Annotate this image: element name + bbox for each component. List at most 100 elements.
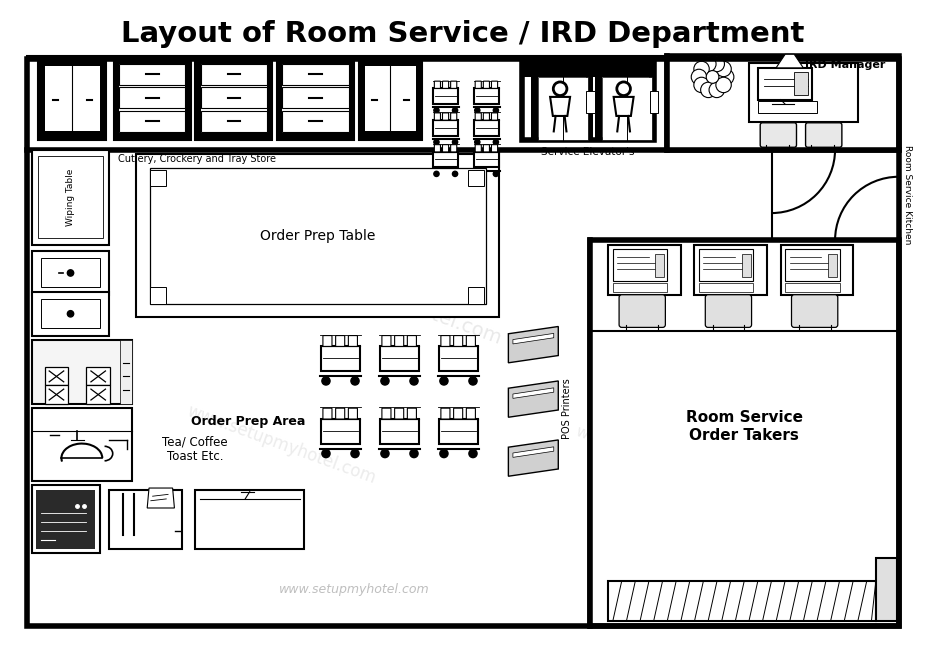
Bar	[195, 490, 304, 549]
Bar	[594, 72, 602, 140]
Polygon shape	[508, 326, 558, 363]
Bar	[468, 170, 484, 186]
Text: POS Printers: POS Printers	[562, 378, 572, 439]
Bar	[358, 59, 365, 140]
Circle shape	[453, 108, 457, 113]
FancyBboxPatch shape	[492, 145, 497, 152]
Text: www.setupmyhotel.com: www.setupmyhotel.com	[277, 250, 504, 348]
Bar	[267, 59, 272, 140]
Bar	[433, 88, 458, 104]
Bar	[31, 340, 131, 404]
Bar	[749, 63, 857, 122]
Polygon shape	[513, 334, 554, 344]
Circle shape	[475, 108, 480, 113]
Circle shape	[410, 377, 418, 385]
FancyBboxPatch shape	[323, 408, 332, 419]
Bar	[38, 59, 44, 140]
FancyBboxPatch shape	[619, 295, 666, 327]
Bar	[277, 59, 282, 140]
Bar	[28, 59, 898, 626]
Bar	[86, 368, 110, 385]
Circle shape	[494, 108, 498, 113]
Bar	[86, 385, 110, 404]
Circle shape	[434, 171, 439, 176]
FancyBboxPatch shape	[394, 408, 404, 419]
Polygon shape	[776, 54, 804, 68]
Text: Order Prep Area: Order Prep Area	[191, 415, 306, 428]
Circle shape	[694, 77, 709, 93]
Circle shape	[719, 69, 734, 85]
Bar	[195, 59, 272, 64]
FancyBboxPatch shape	[492, 113, 497, 120]
Bar	[613, 249, 667, 281]
Bar	[742, 254, 751, 277]
Circle shape	[322, 377, 330, 385]
Bar	[699, 249, 754, 281]
Circle shape	[494, 171, 498, 176]
FancyBboxPatch shape	[348, 408, 357, 419]
Bar	[31, 150, 109, 245]
Polygon shape	[508, 381, 558, 417]
Bar	[150, 170, 167, 186]
Text: Order Prep Table: Order Prep Table	[260, 229, 375, 243]
Bar	[114, 59, 191, 64]
Text: www.setupmyhotel.com: www.setupmyhotel.com	[279, 583, 430, 596]
Text: Layout of Room Service / IRD Department: Layout of Room Service / IRD Department	[121, 20, 805, 48]
FancyBboxPatch shape	[407, 336, 417, 347]
Bar	[694, 245, 767, 295]
Circle shape	[701, 82, 716, 97]
FancyBboxPatch shape	[492, 81, 497, 88]
Bar	[656, 254, 665, 277]
Circle shape	[440, 377, 448, 385]
Bar	[608, 245, 681, 295]
Bar	[321, 419, 360, 443]
Bar	[349, 59, 354, 140]
Circle shape	[709, 82, 724, 97]
Bar	[38, 156, 103, 238]
Bar	[277, 59, 354, 64]
FancyBboxPatch shape	[483, 81, 490, 88]
Bar	[201, 88, 267, 108]
FancyBboxPatch shape	[792, 295, 838, 327]
Bar	[195, 133, 272, 140]
Text: Cutlery, Crockery and Tray Store: Cutlery, Crockery and Tray Store	[119, 154, 276, 164]
FancyBboxPatch shape	[451, 145, 457, 152]
Bar	[195, 59, 272, 140]
FancyBboxPatch shape	[454, 408, 463, 419]
FancyBboxPatch shape	[407, 408, 417, 419]
FancyBboxPatch shape	[475, 81, 482, 88]
FancyBboxPatch shape	[451, 113, 457, 120]
Bar	[590, 240, 898, 626]
Bar	[650, 91, 658, 113]
Bar	[474, 151, 499, 167]
Bar	[381, 419, 419, 443]
Bar	[41, 259, 100, 287]
Circle shape	[351, 377, 359, 385]
Bar	[649, 72, 657, 140]
FancyBboxPatch shape	[467, 336, 475, 347]
Circle shape	[434, 108, 439, 113]
Bar	[31, 485, 100, 553]
FancyBboxPatch shape	[441, 408, 450, 419]
Bar	[38, 131, 106, 140]
FancyBboxPatch shape	[382, 408, 391, 419]
Bar	[31, 292, 109, 336]
Circle shape	[68, 270, 74, 276]
Bar	[358, 59, 422, 140]
Bar	[277, 59, 354, 140]
FancyBboxPatch shape	[443, 113, 448, 120]
FancyBboxPatch shape	[806, 123, 842, 148]
Polygon shape	[513, 388, 554, 398]
Bar	[201, 64, 267, 85]
Bar	[31, 251, 109, 295]
Polygon shape	[614, 97, 633, 116]
Bar	[795, 72, 807, 95]
Bar	[586, 91, 594, 113]
Bar	[531, 72, 538, 140]
FancyBboxPatch shape	[434, 145, 441, 152]
Bar	[785, 283, 840, 292]
Bar	[119, 64, 185, 85]
Bar	[282, 88, 349, 108]
Bar	[358, 131, 422, 140]
Circle shape	[617, 82, 631, 95]
